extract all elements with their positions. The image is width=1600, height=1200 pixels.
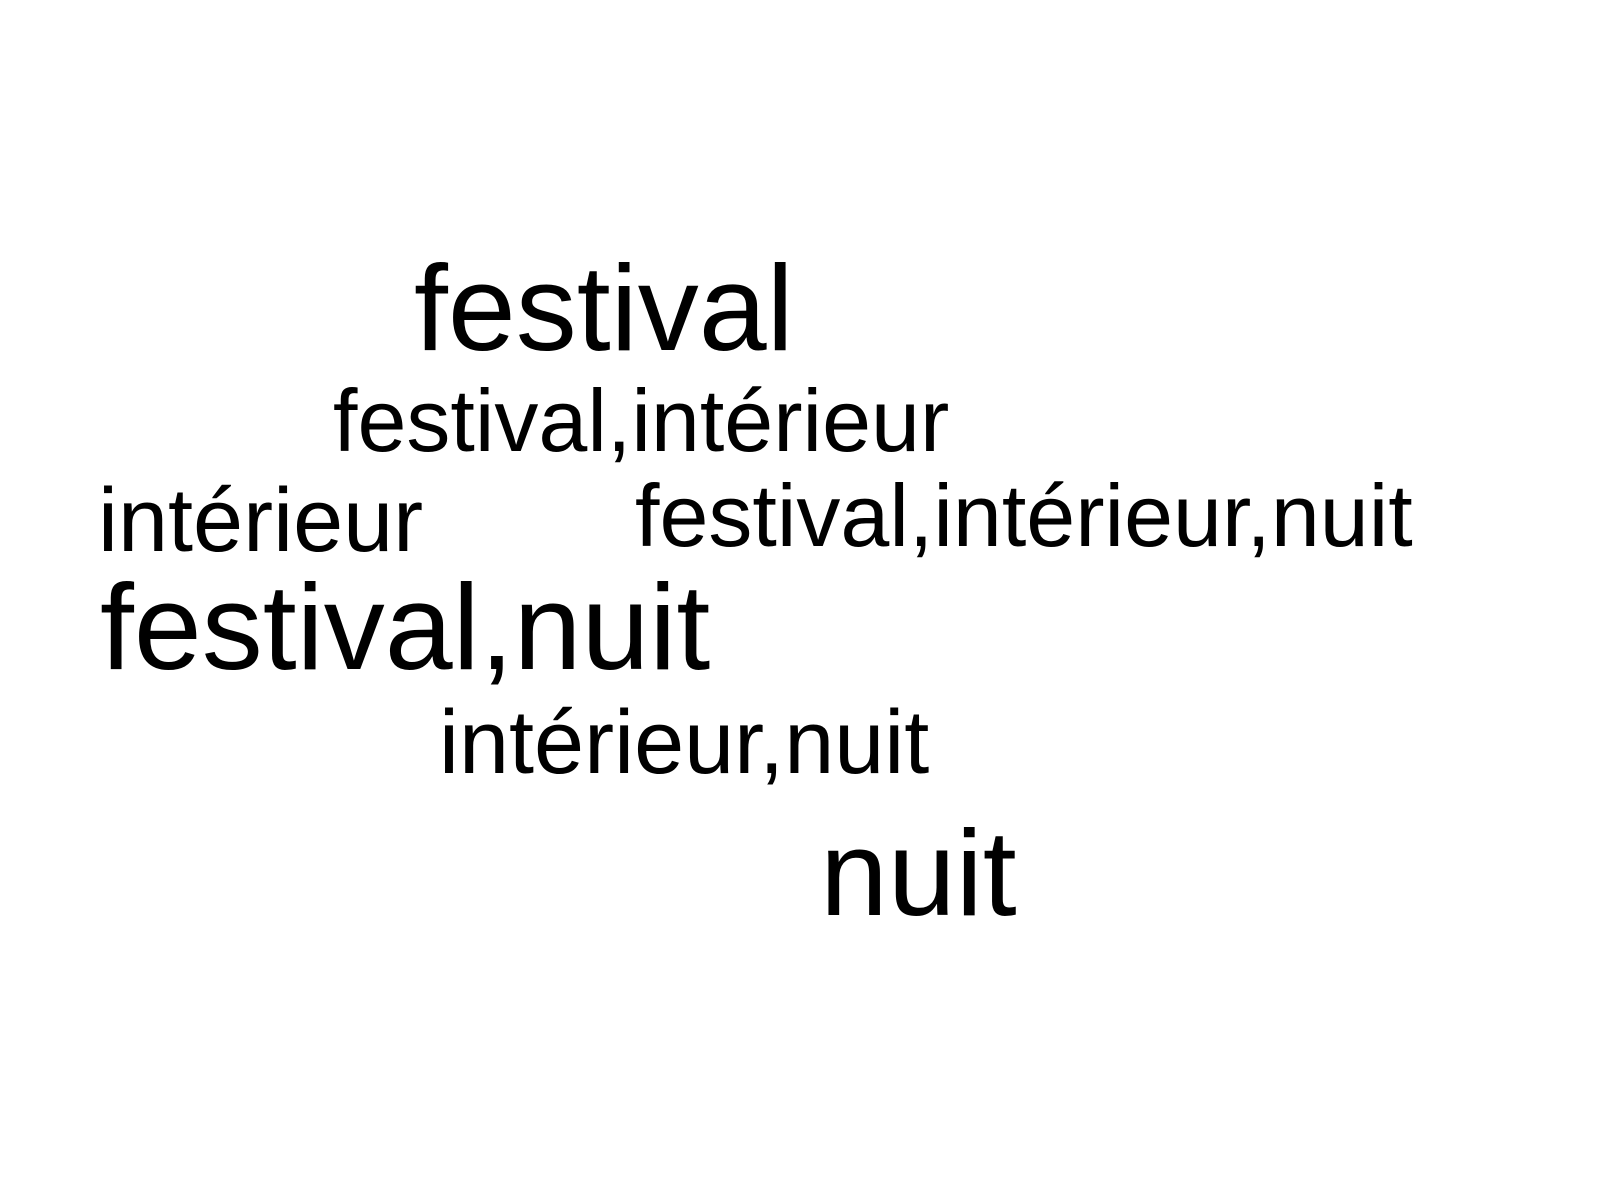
word-nuit: nuit xyxy=(820,805,1017,941)
word-interieur-nuit: intérieur,nuit xyxy=(439,693,930,793)
word-festival-interieur-nuit: festival,intérieur,nuit xyxy=(635,466,1413,565)
word-festival-nuit: festival,nuit xyxy=(100,559,711,695)
word-interieur: intérieur xyxy=(98,471,424,571)
word-festival-interieur: festival,intérieur xyxy=(333,371,950,470)
word-festival: festival xyxy=(414,240,794,376)
